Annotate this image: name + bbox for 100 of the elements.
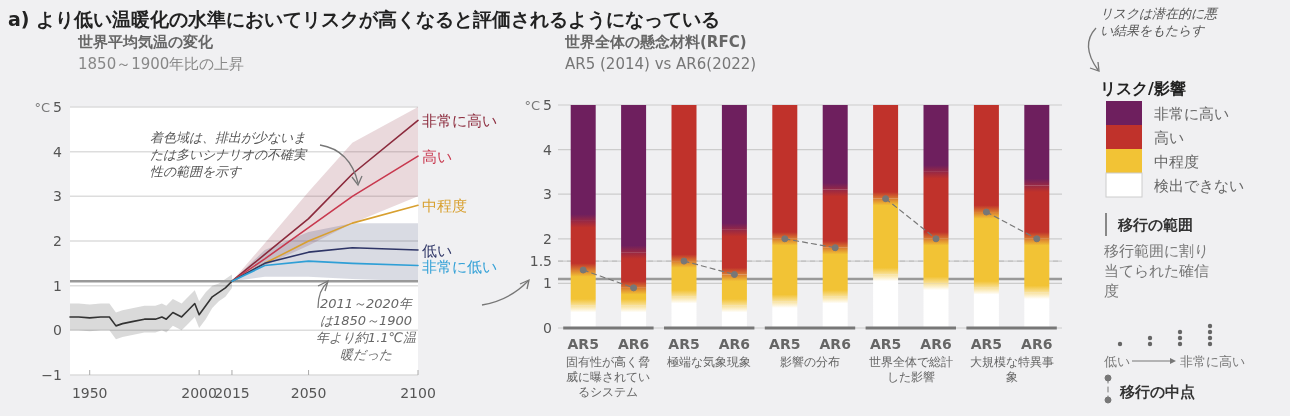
point	[982, 208, 990, 216]
bar	[570, 270, 596, 306]
text: リスクは潜在的に悪い結果をもたらす	[1100, 6, 1217, 38]
chart-title: 世界平均気温の変化	[77, 33, 214, 51]
bar	[621, 105, 647, 253]
y-axis-title: °C	[524, 98, 540, 113]
y-tick-label: 4	[543, 141, 553, 158]
bar	[822, 247, 848, 297]
x-tick-label: 2050	[290, 385, 327, 401]
legend-label: 高い	[1154, 129, 1184, 147]
line-series	[231, 260, 419, 282]
x-tick-label: 1950	[71, 385, 108, 401]
bar	[1024, 292, 1050, 328]
x-tick-label: AR5	[668, 336, 700, 352]
bar	[621, 252, 647, 288]
y-tick-label: −1	[41, 367, 62, 383]
bar	[570, 105, 596, 221]
text: 非常に高い	[1180, 354, 1245, 369]
series-label: 非常に高い	[422, 112, 497, 131]
x-tick-label: AR5	[970, 336, 1003, 352]
text: 固有性が高く脅威に曝されているシステム	[566, 355, 651, 399]
text: 影響の分布	[780, 355, 840, 369]
point	[680, 257, 688, 265]
y-tick-label: 2	[543, 230, 552, 247]
point	[630, 284, 638, 292]
series-label: 高い	[422, 148, 452, 167]
text: 移行の範囲	[1118, 216, 1193, 234]
text: 大規模な特異事象	[969, 355, 1054, 384]
y-tick-label: 2	[53, 233, 62, 249]
bar	[923, 238, 949, 284]
legend-title: リスク/影響	[1100, 79, 1186, 98]
chart-subtitle: 1850～1900年比の上昇	[78, 55, 245, 73]
text: 低い	[1104, 354, 1130, 369]
text: a) より低い温暖化の水準においてリスクが高くなると評価されるようになっている	[8, 8, 721, 31]
bar	[873, 274, 899, 328]
bar	[923, 105, 949, 172]
ref-line-label: 2011～2020年は1850～1900年より約1.1℃温暖だった	[315, 296, 418, 363]
bar	[822, 105, 848, 190]
bar	[973, 212, 999, 288]
bar	[873, 105, 899, 199]
bar	[973, 105, 999, 213]
bar	[621, 287, 647, 306]
y-tick-label: 5	[53, 99, 62, 115]
bar	[1024, 238, 1050, 293]
y-tick-label: 1	[53, 277, 62, 294]
bar	[772, 301, 798, 328]
bar	[671, 296, 697, 328]
x-tick-label: AR6	[819, 336, 851, 352]
bar	[772, 105, 798, 239]
point	[730, 270, 738, 278]
legend-label: 移行の中点	[1119, 383, 1195, 401]
x-tick-label: 2000	[181, 385, 217, 401]
bar	[923, 171, 949, 239]
y-tick-label: 1.5	[529, 253, 552, 270]
y-tick-label: 1	[543, 275, 552, 292]
bar	[822, 296, 848, 328]
bar	[721, 229, 747, 275]
point	[1033, 235, 1041, 243]
y-tick-label: 0	[543, 320, 552, 336]
y-tick-label: 3	[543, 186, 552, 203]
annotation: 着色域は、排出が少ないまたは多いシナリオの不確実性の範囲を示す	[150, 130, 308, 179]
x-tick-label: AR6	[617, 336, 650, 352]
chart-subtitle: AR5 (2014) vs AR6(2022)	[565, 55, 757, 73]
y-axis-title: °C	[34, 100, 50, 115]
text: 世界全体で総計した影響	[868, 355, 953, 384]
legend-label: 非常に高い	[1154, 105, 1229, 123]
bar	[1024, 185, 1050, 239]
legend-label: 中程度	[1154, 153, 1199, 171]
x-tick-label: AR6	[718, 336, 751, 352]
x-tick-label: AR5	[769, 336, 801, 352]
x-tick-label: AR6	[1021, 336, 1053, 352]
point	[882, 195, 890, 203]
bar	[772, 238, 798, 302]
line-series	[231, 246, 419, 282]
y-tick-label: 0	[53, 322, 62, 339]
point	[831, 244, 839, 252]
series-label: 低い	[422, 241, 452, 260]
bar	[721, 105, 747, 230]
bar	[721, 305, 747, 328]
x-tick-label: AR5	[567, 336, 599, 352]
y-tick-label: 5	[543, 97, 552, 113]
chart-title: 世界全体の懸念材料(RFC)	[564, 33, 747, 51]
x-tick-label: 2015	[214, 385, 250, 401]
bar	[873, 198, 899, 275]
point	[579, 266, 587, 274]
x-tick-label: AR5	[869, 336, 902, 352]
y-tick-label: 4	[53, 143, 63, 160]
y-tick-label: 3	[53, 188, 62, 205]
bar	[1024, 105, 1050, 186]
bar	[973, 287, 999, 328]
text: 移行範囲に割り当てられた確信度	[1104, 242, 1209, 300]
text: 極端な気象現象	[667, 355, 752, 369]
bar	[671, 105, 697, 262]
point	[781, 235, 789, 243]
bar	[671, 261, 697, 297]
point	[932, 235, 940, 243]
x-tick-label: 2100	[400, 385, 436, 401]
series-label: 中程度	[422, 197, 467, 216]
line-series	[69, 280, 233, 327]
bar	[721, 274, 747, 306]
